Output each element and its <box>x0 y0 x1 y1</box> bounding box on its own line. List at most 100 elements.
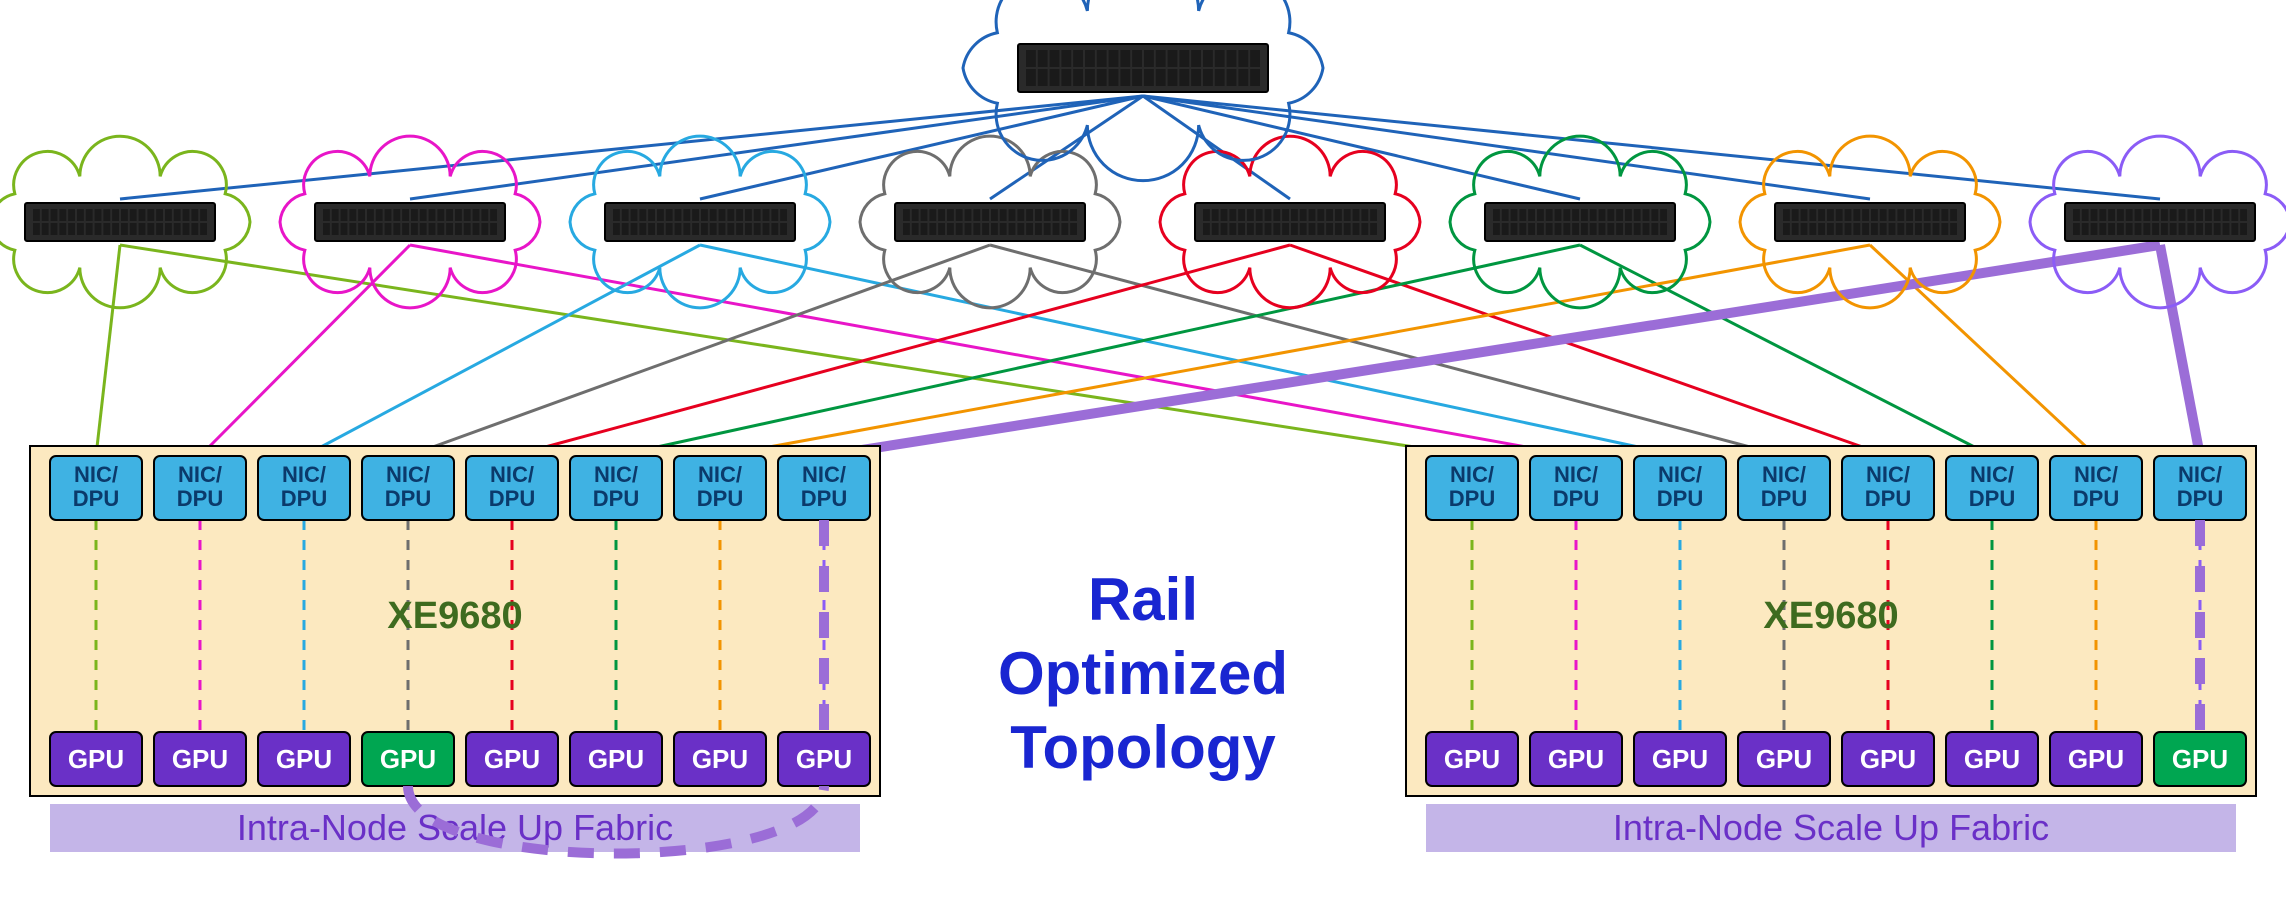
leaf-switch <box>860 136 1120 308</box>
nic-label-top: NIC/ <box>1554 462 1598 487</box>
nic-dpu: NIC/DPU <box>258 456 350 520</box>
leaf-to-nic-link <box>120 245 1472 456</box>
highlight-rail-link <box>824 245 2160 456</box>
nic-label-bot: DPU <box>385 486 431 511</box>
gpu: GPU <box>2050 732 2142 786</box>
nic-dpu: NIC/DPU <box>1426 456 1518 520</box>
switch-clouds-layer <box>0 0 2286 308</box>
gpu-label: GPU <box>2172 744 2228 774</box>
leaf-switch <box>1740 136 2000 308</box>
gpu: GPU <box>1426 732 1518 786</box>
nic-label-bot: DPU <box>1449 486 1495 511</box>
nic-dpu: NIC/DPU <box>2050 456 2142 520</box>
network-switch-icon <box>2065 203 2255 241</box>
network-switch-icon <box>895 203 1085 241</box>
gpu-label: GPU <box>1548 744 1604 774</box>
network-switch-icon <box>605 203 795 241</box>
leaf-to-nic-link <box>304 245 700 456</box>
gpu-label: GPU <box>1444 744 1500 774</box>
spine-to-leaf-link <box>410 96 1143 199</box>
nic-dpu: NIC/DPU <box>778 456 870 520</box>
gpu-label: GPU <box>692 744 748 774</box>
diagram-title-line: Topology <box>1010 714 1276 781</box>
leaf-to-nic-link <box>200 245 410 456</box>
nic-label-top: NIC/ <box>282 462 326 487</box>
nic-label-bot: DPU <box>1969 486 2015 511</box>
leaf-switch <box>0 136 250 308</box>
gpu: GPU <box>2154 732 2246 786</box>
gpu: GPU <box>1842 732 1934 786</box>
spine-to-leaf-link <box>990 96 1143 199</box>
nic-label-top: NIC/ <box>1970 462 2014 487</box>
nic-label-bot: DPU <box>1657 486 1703 511</box>
leaf-switch <box>2030 136 2286 308</box>
gpu: GPU <box>1530 732 1622 786</box>
scale-up-fabric-label: Intra-Node Scale Up Fabric <box>1613 807 2049 848</box>
nic-dpu: NIC/DPU <box>1738 456 1830 520</box>
network-switch-icon <box>1775 203 1965 241</box>
gpu-label: GPU <box>172 744 228 774</box>
nic-label-bot: DPU <box>177 486 223 511</box>
nic-label-top: NIC/ <box>1762 462 1806 487</box>
gpu: GPU <box>258 732 350 786</box>
leaf-to-nic-link <box>1290 245 1888 456</box>
nic-label-bot: DPU <box>801 486 847 511</box>
gpu-label: GPU <box>68 744 124 774</box>
nic-label-top: NIC/ <box>178 462 222 487</box>
nic-label-top: NIC/ <box>698 462 742 487</box>
network-switch-icon <box>25 203 215 241</box>
gpu-label: GPU <box>1964 744 2020 774</box>
gpu: GPU <box>674 732 766 786</box>
gpu: GPU <box>1738 732 1830 786</box>
nic-label-bot: DPU <box>2073 486 2119 511</box>
nic-dpu: NIC/DPU <box>2154 456 2246 520</box>
nic-dpu: NIC/DPU <box>50 456 142 520</box>
nic-dpu: NIC/DPU <box>1946 456 2038 520</box>
spine-to-leaf-link <box>120 96 1143 199</box>
network-switch-icon <box>315 203 505 241</box>
nic-label-top: NIC/ <box>74 462 118 487</box>
nic-label-top: NIC/ <box>386 462 430 487</box>
nic-dpu: NIC/DPU <box>570 456 662 520</box>
nic-dpu: NIC/DPU <box>1842 456 1934 520</box>
nic-label-bot: DPU <box>1761 486 1807 511</box>
nic-label-bot: DPU <box>697 486 743 511</box>
spine-to-leaf-link <box>1143 96 1290 199</box>
nic-dpu: NIC/DPU <box>1530 456 1622 520</box>
network-switch-icon <box>1485 203 1675 241</box>
diagram-title-line: Optimized <box>998 640 1288 707</box>
nic-label-top: NIC/ <box>2178 462 2222 487</box>
gpu: GPU <box>50 732 142 786</box>
nic-label-top: NIC/ <box>1450 462 1494 487</box>
gpu-label: GPU <box>1756 744 1812 774</box>
nic-label-top: NIC/ <box>1866 462 1910 487</box>
gpu-label: GPU <box>1652 744 1708 774</box>
nic-label-bot: DPU <box>73 486 119 511</box>
gpu-label: GPU <box>484 744 540 774</box>
nic-dpu: NIC/DPU <box>674 456 766 520</box>
network-switch-icon <box>1195 203 1385 241</box>
gpu: GPU <box>466 732 558 786</box>
leaf-to-nic-link <box>96 245 120 456</box>
network-switch-icon <box>1018 44 1268 92</box>
nic-dpu: NIC/DPU <box>362 456 454 520</box>
spine-to-leaf-link <box>1143 96 1870 199</box>
spine-to-leaf-link <box>1143 96 2160 199</box>
nic-dpu: NIC/DPU <box>466 456 558 520</box>
nic-dpu: NIC/DPU <box>154 456 246 520</box>
nic-label-bot: DPU <box>281 486 327 511</box>
nic-label-bot: DPU <box>2177 486 2223 511</box>
gpu-label: GPU <box>380 744 436 774</box>
diagram-title-line: Rail <box>1088 566 1198 633</box>
leaf-to-nic-link <box>616 245 1580 456</box>
gpu: GPU <box>1634 732 1726 786</box>
nic-label-bot: DPU <box>1553 486 1599 511</box>
gpu-label: GPU <box>1860 744 1916 774</box>
server-node: NIC/DPUNIC/DPUNIC/DPUNIC/DPUNIC/DPUNIC/D… <box>30 446 880 852</box>
nic-label-top: NIC/ <box>802 462 846 487</box>
gpu: GPU <box>570 732 662 786</box>
leaf-to-nic-link <box>990 245 1784 456</box>
nic-label-top: NIC/ <box>594 462 638 487</box>
gpu-label: GPU <box>796 744 852 774</box>
gpu-label: GPU <box>588 744 644 774</box>
